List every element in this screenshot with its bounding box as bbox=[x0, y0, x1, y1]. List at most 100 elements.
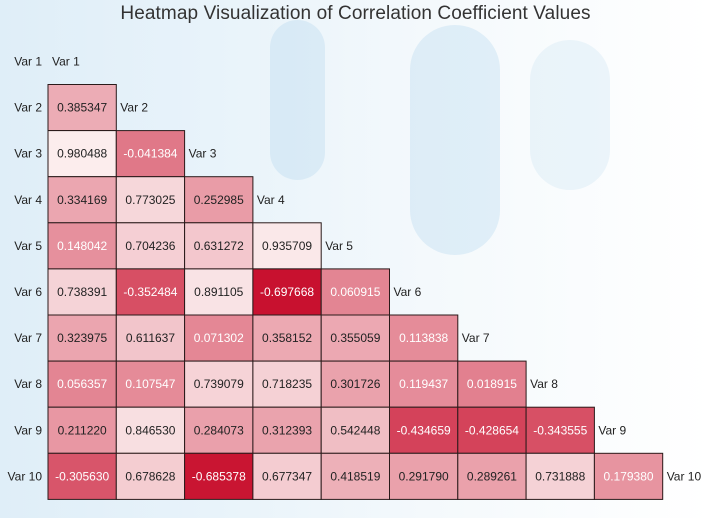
cell-value-label: -0.434659 bbox=[397, 423, 451, 437]
diagonal-label: Var 10 bbox=[667, 469, 702, 483]
cell-value-label: 0.312393 bbox=[262, 423, 312, 437]
row-label: Var 9 bbox=[14, 423, 42, 437]
cell-value-label: 0.056357 bbox=[57, 377, 107, 391]
heatmap-cell bbox=[525, 406, 595, 454]
cell-value-label: 0.731888 bbox=[535, 469, 585, 483]
heatmap-cell bbox=[457, 360, 527, 408]
heatmap-cell bbox=[252, 222, 322, 270]
row-label: Var 3 bbox=[14, 147, 42, 161]
heatmap-cell bbox=[252, 314, 322, 362]
heatmap-cell bbox=[47, 130, 117, 178]
diagonal-label: Var 4 bbox=[257, 193, 285, 207]
cell-value-label: 0.252985 bbox=[194, 193, 244, 207]
cell-value-label: 0.739079 bbox=[194, 377, 244, 391]
heatmap-cell bbox=[593, 452, 664, 500]
heatmap-cell bbox=[47, 452, 117, 500]
heatmap-cell bbox=[389, 452, 459, 500]
heatmap-cell bbox=[320, 406, 391, 454]
heatmap-cell bbox=[47, 84, 117, 132]
cell-value-label: 0.358152 bbox=[262, 331, 312, 345]
cell-value-label: 0.677347 bbox=[262, 469, 312, 483]
cell-value-label: 0.301726 bbox=[330, 377, 380, 391]
cell-value-label: -0.352484 bbox=[123, 285, 177, 299]
cell-value-label: 0.119437 bbox=[399, 377, 448, 391]
heatmap-cell bbox=[115, 452, 186, 500]
cell-value-label: 0.284073 bbox=[194, 423, 244, 437]
cell-value-label: 0.071302 bbox=[194, 331, 244, 345]
background-shape bbox=[530, 40, 610, 190]
cell-value-label: 0.704236 bbox=[125, 239, 175, 253]
chart-title: Heatmap Visualization of Correlation Coe… bbox=[120, 3, 591, 24]
cell-value-label: 0.738391 bbox=[57, 285, 107, 299]
cell-value-label: 0.935709 bbox=[262, 239, 312, 253]
cell-value-label: 0.355059 bbox=[330, 331, 380, 345]
heatmap-cell bbox=[457, 452, 527, 500]
row-label: Var 10 bbox=[8, 469, 43, 483]
cell-value-label: 0.060915 bbox=[330, 285, 380, 299]
row-label: Var 6 bbox=[14, 285, 42, 299]
heatmap-cell bbox=[184, 314, 254, 362]
row-label: Var 4 bbox=[14, 193, 42, 207]
heatmap-cell bbox=[252, 452, 322, 500]
heatmap-cell bbox=[184, 222, 254, 270]
cell-value-label: 0.631272 bbox=[194, 239, 244, 253]
diagonal-label: Var 7 bbox=[462, 331, 490, 345]
cell-value-label: -0.697668 bbox=[260, 285, 314, 299]
background-shape bbox=[410, 25, 500, 255]
heatmap-cell bbox=[252, 360, 322, 408]
heatmap-cell bbox=[184, 360, 254, 408]
cell-value-label: 0.542448 bbox=[330, 423, 380, 437]
diagonal-label: Var 2 bbox=[120, 101, 148, 115]
cell-value-label: -0.305630 bbox=[55, 469, 109, 483]
cell-value-label: 0.291790 bbox=[399, 469, 449, 483]
heatmap-cell bbox=[252, 268, 322, 316]
heatmap-cell bbox=[115, 268, 186, 316]
cell-value-label: 0.211220 bbox=[58, 423, 107, 437]
heatmap-cell bbox=[47, 360, 117, 408]
cell-value-label: 0.846530 bbox=[125, 423, 175, 437]
cell-value-label: 0.678628 bbox=[125, 469, 175, 483]
cell-value-label: -0.343555 bbox=[533, 423, 587, 437]
cell-value-label: 0.334169 bbox=[57, 193, 107, 207]
row-label: Var 1 bbox=[14, 54, 42, 68]
heatmap-cell bbox=[320, 314, 391, 362]
heatmap-cell bbox=[525, 452, 595, 500]
cell-value-label: 0.385347 bbox=[57, 101, 107, 115]
cell-value-label: -0.428654 bbox=[465, 423, 519, 437]
cell-value-label: 0.611637 bbox=[126, 331, 175, 345]
cell-value-label: 0.323975 bbox=[57, 331, 107, 345]
heatmap-cell bbox=[115, 176, 186, 224]
heatmap-cell bbox=[389, 406, 459, 454]
cell-value-label: 0.107547 bbox=[125, 377, 175, 391]
heatmap-cell bbox=[389, 314, 459, 362]
cell-value-label: -0.041384 bbox=[123, 147, 177, 161]
cell-value-label: 0.891105 bbox=[194, 285, 243, 299]
background-shape bbox=[270, 20, 325, 180]
cell-value-label: 0.980488 bbox=[57, 147, 107, 161]
heatmap-cell bbox=[320, 268, 391, 316]
row-label: Var 5 bbox=[14, 239, 42, 253]
cell-value-label: 0.018915 bbox=[467, 377, 517, 391]
diagonal-label: Var 6 bbox=[394, 285, 422, 299]
cell-value-label: -0.685378 bbox=[192, 469, 246, 483]
cell-value-label: 0.418519 bbox=[330, 469, 380, 483]
heatmap-cell bbox=[115, 130, 186, 178]
heatmap-cell bbox=[47, 314, 117, 362]
cell-value-label: 0.113838 bbox=[399, 331, 448, 345]
diagonal-label: Var 9 bbox=[598, 423, 626, 437]
row-label: Var 8 bbox=[14, 377, 42, 391]
heatmap-cell bbox=[47, 406, 117, 454]
heatmap-cell bbox=[47, 176, 117, 224]
heatmap-cell bbox=[184, 452, 254, 500]
cell-value-label: 0.718235 bbox=[262, 377, 312, 391]
row-label: Var 7 bbox=[14, 331, 42, 345]
cell-value-label: 0.179380 bbox=[604, 469, 654, 483]
heatmap-cell bbox=[184, 406, 254, 454]
cell-value-label: 0.289261 bbox=[467, 469, 517, 483]
diagonal-label: Var 1 bbox=[52, 54, 80, 68]
row-label: Var 2 bbox=[14, 101, 42, 115]
diagonal-label: Var 5 bbox=[325, 239, 353, 253]
heatmap-cell bbox=[184, 268, 254, 316]
cell-value-label: 0.773025 bbox=[125, 193, 175, 207]
